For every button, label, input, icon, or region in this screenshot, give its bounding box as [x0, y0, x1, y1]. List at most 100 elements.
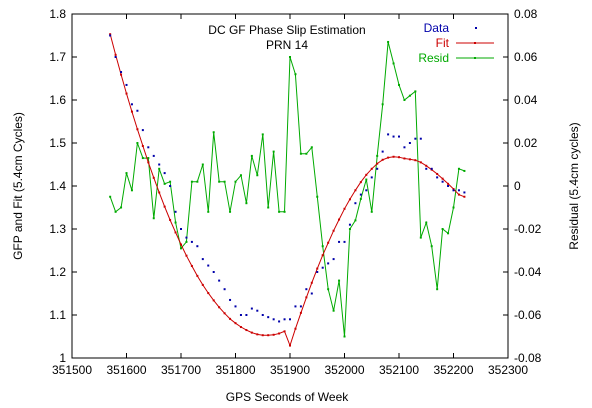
resid-point: [365, 178, 368, 181]
data-point: [125, 83, 128, 86]
legend-label-fit: Fit: [436, 36, 450, 50]
resid-point: [261, 133, 264, 136]
fit-point: [452, 188, 455, 191]
y-axis-label: GFP and Fit (5.4cm Cycles): [11, 112, 25, 260]
resid-point: [425, 221, 428, 224]
fit-point: [327, 241, 330, 244]
y2-tick-label: -0.08: [514, 351, 542, 365]
fit-point: [201, 283, 204, 286]
resid-point: [120, 206, 123, 209]
data-point: [163, 172, 166, 175]
resid-point: [114, 210, 117, 213]
data-point: [332, 258, 335, 261]
fit-point: [354, 189, 357, 192]
resid-point: [152, 217, 155, 220]
resid-point: [310, 146, 313, 149]
fit-point: [310, 281, 313, 284]
fit-point: [348, 198, 351, 201]
legend-label-resid: Resid: [418, 51, 449, 65]
fit-point: [343, 207, 346, 210]
data-point: [447, 185, 450, 187]
fit-point: [441, 177, 444, 180]
x-tick-label: 352200: [433, 363, 473, 377]
fit-point: [141, 145, 144, 148]
resid-point: [207, 210, 210, 213]
data-point: [223, 288, 226, 291]
data-point: [120, 71, 123, 74]
fit-point: [398, 156, 400, 159]
y-tick-label: 1.8: [49, 7, 66, 21]
fit-point: [321, 254, 324, 257]
fit-point: [250, 331, 253, 334]
resid-point: [408, 94, 411, 97]
data-point: [212, 271, 215, 273]
legend-marker-data: [475, 27, 477, 29]
fit-point: [294, 327, 297, 330]
fit-point: [212, 299, 215, 302]
series-fit: [109, 33, 466, 347]
resid-point: [174, 221, 177, 224]
data-point: [387, 133, 390, 136]
fit-point: [256, 333, 259, 336]
y-tick-label: 1.3: [49, 222, 66, 236]
y-tick-label: 1.4: [49, 179, 66, 193]
data-point: [239, 314, 242, 316]
fit-point: [447, 182, 450, 185]
data-point: [196, 245, 199, 248]
resid-point: [234, 180, 237, 183]
data-point: [348, 223, 351, 226]
y2-tick-label: -0.06: [514, 308, 542, 322]
fit-point: [408, 158, 411, 161]
resid-point: [321, 245, 324, 248]
fit-point: [359, 181, 362, 184]
resid-point: [348, 228, 351, 230]
data-point: [152, 154, 155, 157]
resid-point: [381, 103, 384, 106]
fit-point: [278, 332, 281, 335]
resid-point: [289, 56, 291, 58]
series-resid: [109, 40, 466, 338]
fit-point: [370, 167, 373, 170]
fit-point: [130, 110, 133, 113]
fit-point: [299, 311, 302, 314]
data-point: [201, 258, 204, 261]
resid-point: [305, 152, 308, 155]
fit-point: [245, 329, 248, 332]
data-point: [463, 191, 466, 194]
y-tick-label: 1.5: [49, 136, 66, 150]
fit-point: [120, 73, 123, 76]
resid-point: [125, 172, 128, 175]
chart-title: DC GF Phase Slip Estimation: [208, 23, 365, 37]
resid-point: [294, 73, 297, 76]
fit-point: [185, 254, 188, 257]
fit-point: [419, 161, 422, 164]
resid-point: [463, 169, 466, 172]
y2-tick-label: 0.04: [514, 93, 538, 107]
resid-point: [403, 99, 406, 101]
data-point: [457, 189, 460, 192]
resid-point: [457, 167, 460, 170]
data-point: [169, 185, 172, 187]
chart-subtitle: PRN 14: [266, 38, 308, 52]
data-point: [392, 135, 395, 138]
data-point: [180, 228, 182, 230]
resid-point: [414, 90, 417, 93]
resid-point: [278, 210, 281, 213]
data-point: [321, 266, 324, 269]
data-point: [272, 318, 275, 321]
resid-point: [185, 240, 188, 243]
data-point: [436, 176, 439, 179]
resid-point: [436, 288, 439, 291]
data-point: [158, 163, 161, 166]
data-point: [289, 318, 291, 321]
data-point: [305, 288, 308, 291]
data-point: [250, 307, 253, 310]
resid-point: [256, 174, 259, 177]
resid-point: [136, 142, 139, 144]
x-tick-label: 352100: [379, 363, 419, 377]
fit-point: [223, 312, 226, 315]
data-point: [109, 34, 112, 37]
x-tick-label: 352000: [324, 363, 364, 377]
data-point: [338, 240, 341, 243]
